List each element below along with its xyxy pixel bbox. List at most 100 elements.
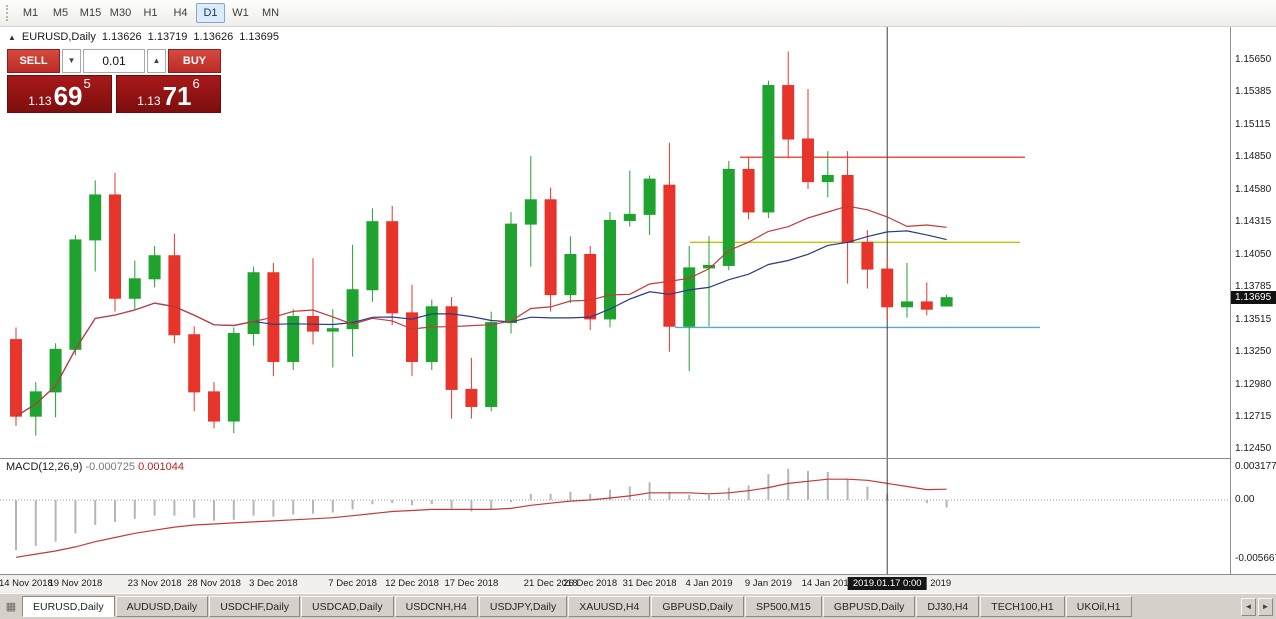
candle bbox=[782, 51, 795, 159]
chart-tab-audusd-daily[interactable]: AUDUSD,Daily bbox=[115, 596, 209, 617]
candle bbox=[346, 244, 359, 357]
chevron-down-icon: ▼ bbox=[67, 56, 76, 65]
date-axis-label: 23 Nov 2018 bbox=[127, 578, 182, 589]
chart-tab-gbpusd-daily[interactable]: GBPUSD,Daily bbox=[651, 596, 744, 617]
timeframe-m30[interactable]: M30 bbox=[106, 3, 135, 23]
timeframe-d1[interactable]: D1 bbox=[196, 3, 225, 23]
macd-axis-label: 0.003177 bbox=[1235, 461, 1276, 472]
chart-tab-tech100-h1[interactable]: TECH100,H1 bbox=[980, 596, 1065, 617]
sell-price-prefix: 1.13 bbox=[28, 94, 52, 108]
timeframe-h4[interactable]: H4 bbox=[166, 3, 195, 23]
timeframe-mn[interactable]: MN bbox=[256, 3, 285, 23]
tab-scroll-arrows: ◄ ► bbox=[1240, 594, 1276, 619]
candle bbox=[287, 309, 300, 370]
price-axis-label: 1.14315 bbox=[1235, 216, 1272, 228]
timeframe-m15[interactable]: M15 bbox=[76, 3, 105, 23]
candle bbox=[584, 245, 597, 330]
price-axis-label: 1.13515 bbox=[1235, 313, 1272, 325]
candle bbox=[841, 151, 854, 284]
tab-scroll-left-icon[interactable]: ◄ bbox=[1241, 598, 1256, 616]
price-axis-label: 1.14050 bbox=[1235, 248, 1272, 260]
chart-tab-eurusd-daily[interactable]: EURUSD,Daily bbox=[22, 596, 115, 617]
price-axis-label: 1.13250 bbox=[1235, 345, 1272, 357]
candle bbox=[406, 284, 418, 377]
candle bbox=[208, 382, 220, 429]
chart-tab-xauusd-h4[interactable]: XAUUSD,H4 bbox=[568, 596, 651, 617]
macd-chart-canvas[interactable] bbox=[0, 459, 1230, 574]
chart-tab-usdjpy-daily[interactable]: USDJPY,Daily bbox=[478, 596, 568, 617]
candle bbox=[29, 382, 42, 436]
buy-price-display[interactable]: 1.13 71 6 bbox=[116, 75, 221, 113]
chart-tab-gbpusd-daily[interactable]: GBPUSD,Daily bbox=[822, 596, 916, 617]
price-axis-label: 1.15650 bbox=[1235, 54, 1272, 65]
price-axis-label: 1.14580 bbox=[1235, 184, 1272, 196]
candle bbox=[188, 326, 201, 412]
timeframe-h1[interactable]: H1 bbox=[136, 3, 165, 23]
chart-tab-sp500-m15[interactable]: SP500,M15 bbox=[744, 596, 822, 617]
timeframe-buttons: M1 M5 M15 M30 H1 H4 D1 W1 MN bbox=[16, 3, 285, 23]
candle bbox=[683, 245, 696, 372]
sell-price-big: 69 bbox=[53, 81, 83, 111]
timeframe-w1[interactable]: W1 bbox=[226, 3, 255, 23]
chart-tab-dj30-h4[interactable]: DJ30,H4 bbox=[916, 596, 980, 617]
date-scale[interactable]: 14 Nov 2018 19 Nov 2018 23 Nov 2018 28 Nov … bbox=[0, 574, 1276, 593]
chart-tab-usdcad-daily[interactable]: USDCAD,Daily bbox=[301, 596, 394, 617]
candle bbox=[10, 327, 22, 426]
date-axis-label: 26 Dec 2018 bbox=[563, 578, 618, 589]
date-axis-label: 14 Nov 2018 bbox=[0, 578, 53, 589]
lot-size-input[interactable] bbox=[83, 49, 145, 73]
pane-divider[interactable] bbox=[0, 458, 1276, 459]
buy-price-pip: 6 bbox=[192, 76, 200, 91]
buy-button[interactable]: BUY bbox=[168, 49, 221, 73]
candle bbox=[69, 235, 82, 356]
chart-tab-usdchf-daily[interactable]: USDCHF,Daily bbox=[209, 596, 301, 617]
one-click-collapse-icon[interactable]: ▲ bbox=[8, 32, 16, 42]
candle bbox=[564, 236, 577, 304]
macd-indicator-label: MACD(12,26,9) -0.000725 0.001044 bbox=[6, 461, 184, 473]
candle bbox=[89, 180, 102, 272]
chart-tab-ukoil-h1[interactable]: UKOil,H1 bbox=[1065, 596, 1132, 617]
chart-tab-usdcnh-h4[interactable]: USDCNH,H4 bbox=[394, 596, 478, 617]
timeframe-m1[interactable]: M1 bbox=[16, 3, 45, 23]
candle bbox=[505, 211, 517, 334]
date-axis-label: 17 Dec 2018 bbox=[444, 578, 499, 589]
macd-axis-label: -0.005667 bbox=[1235, 553, 1276, 564]
price-chart-canvas[interactable] bbox=[0, 27, 1230, 458]
chart-header: ▲ EURUSD,Daily 1.13626 1.13719 1.13626 1… bbox=[8, 31, 279, 43]
candle bbox=[326, 309, 339, 368]
lot-increase-button[interactable]: ▲ bbox=[147, 49, 166, 73]
candle bbox=[227, 327, 240, 434]
buy-price-prefix: 1.13 bbox=[137, 94, 161, 108]
timeframe-m5[interactable]: M5 bbox=[46, 3, 75, 23]
candle bbox=[762, 80, 775, 219]
price-axis-label: 1.13785 bbox=[1235, 280, 1272, 292]
candle bbox=[267, 263, 280, 377]
tab-scroll-right-icon[interactable]: ► bbox=[1258, 598, 1273, 616]
candle bbox=[703, 236, 715, 327]
candle bbox=[366, 208, 379, 302]
chart-window: ▲ EURUSD,Daily 1.13626 1.13719 1.13626 1… bbox=[0, 27, 1276, 574]
candle bbox=[307, 258, 319, 345]
price-scale[interactable]: 1.13695 1.15650 1.15385 1.15115 1.14850 1.14… bbox=[1230, 27, 1276, 574]
candle bbox=[485, 311, 498, 412]
candle bbox=[49, 343, 62, 418]
candle bbox=[445, 297, 458, 419]
candle bbox=[663, 142, 676, 352]
candle bbox=[901, 263, 913, 318]
candle bbox=[881, 259, 894, 319]
ohlc-open: 1.13626 bbox=[101, 31, 142, 43]
lot-dropdown-button[interactable]: ▼ bbox=[62, 49, 81, 73]
candle bbox=[821, 151, 834, 198]
sell-price-display[interactable]: 1.13 69 5 bbox=[7, 75, 112, 113]
toolbar-grip[interactable] bbox=[6, 5, 10, 21]
date-axis-label: 31 Dec 2018 bbox=[622, 578, 677, 589]
candle bbox=[148, 245, 161, 288]
macd-main-value: -0.000725 bbox=[85, 461, 136, 473]
price-axis-label: 1.12980 bbox=[1235, 378, 1272, 390]
sell-button[interactable]: SELL bbox=[7, 49, 60, 73]
date-axis-label: 4 Jan 2019 bbox=[685, 578, 733, 589]
date-axis-label: 3 Dec 2018 bbox=[249, 578, 298, 589]
sell-price-pip: 5 bbox=[83, 76, 91, 91]
charts-stack-icon[interactable]: ▦ bbox=[5, 600, 17, 613]
